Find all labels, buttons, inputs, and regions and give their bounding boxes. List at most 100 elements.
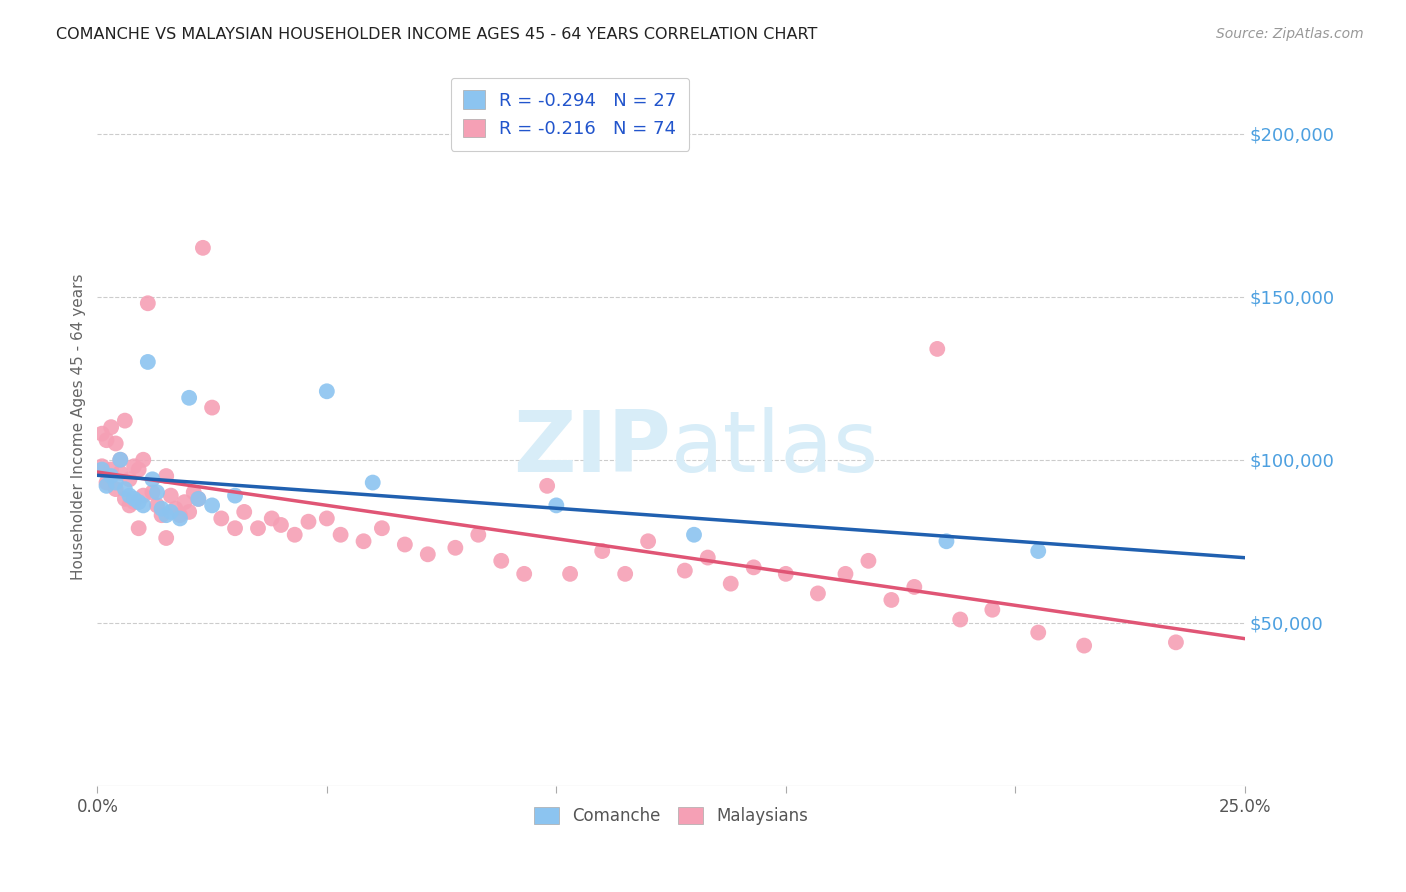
Point	[179, 391, 201, 405]
Point	[155, 508, 177, 523]
Point	[394, 537, 416, 551]
Point	[775, 566, 797, 581]
Point	[91, 426, 114, 441]
Point	[807, 586, 830, 600]
Point	[122, 459, 145, 474]
Point	[546, 499, 568, 513]
Text: atlas: atlas	[671, 407, 879, 491]
Point	[315, 511, 337, 525]
Point	[110, 466, 132, 480]
Point	[491, 554, 513, 568]
Point	[110, 452, 132, 467]
Point	[209, 511, 232, 525]
Point	[136, 296, 159, 310]
Point	[128, 521, 150, 535]
Point	[118, 489, 141, 503]
Point	[150, 501, 173, 516]
Point	[96, 479, 118, 493]
Point	[858, 554, 880, 568]
Point	[742, 560, 765, 574]
Point	[159, 489, 181, 503]
Point	[949, 613, 972, 627]
Point	[114, 491, 136, 506]
Point	[183, 485, 205, 500]
Point	[981, 603, 1004, 617]
Point	[270, 518, 292, 533]
Point	[100, 462, 122, 476]
Point	[637, 534, 659, 549]
Point	[155, 531, 177, 545]
Point	[128, 462, 150, 476]
Point	[591, 544, 613, 558]
Point	[132, 489, 155, 503]
Point	[187, 491, 209, 506]
Point	[201, 499, 224, 513]
Point	[284, 527, 307, 541]
Point	[141, 485, 163, 500]
Point	[169, 511, 191, 525]
Point	[1026, 544, 1049, 558]
Point	[96, 433, 118, 447]
Point	[246, 521, 269, 535]
Text: ZIP: ZIP	[513, 407, 671, 491]
Point	[179, 505, 201, 519]
Point	[114, 414, 136, 428]
Point	[146, 499, 169, 513]
Point	[141, 472, 163, 486]
Point	[315, 384, 337, 399]
Point	[1164, 635, 1187, 649]
Point	[91, 459, 114, 474]
Point	[927, 342, 949, 356]
Point	[132, 452, 155, 467]
Point	[361, 475, 384, 490]
Point	[96, 475, 118, 490]
Point	[558, 566, 581, 581]
Point	[118, 472, 141, 486]
Point	[834, 566, 856, 581]
Point	[136, 355, 159, 369]
Point	[122, 491, 145, 506]
Point	[224, 521, 246, 535]
Point	[122, 495, 145, 509]
Point	[416, 547, 439, 561]
Point	[146, 485, 169, 500]
Point	[513, 566, 536, 581]
Point	[353, 534, 375, 549]
Point	[128, 495, 150, 509]
Point	[297, 515, 319, 529]
Point	[371, 521, 394, 535]
Point	[100, 420, 122, 434]
Point	[104, 436, 127, 450]
Point	[260, 511, 283, 525]
Point	[159, 505, 181, 519]
Point	[444, 541, 467, 555]
Point	[1026, 625, 1049, 640]
Text: Source: ZipAtlas.com: Source: ZipAtlas.com	[1216, 27, 1364, 41]
Point	[191, 241, 214, 255]
Point	[536, 479, 558, 493]
Point	[118, 499, 141, 513]
Point	[150, 508, 173, 523]
Point	[114, 482, 136, 496]
Point	[467, 527, 489, 541]
Point	[224, 489, 246, 503]
Point	[91, 462, 114, 476]
Point	[173, 495, 195, 509]
Point	[132, 499, 155, 513]
Point	[100, 469, 122, 483]
Point	[169, 508, 191, 523]
Text: COMANCHE VS MALAYSIAN HOUSEHOLDER INCOME AGES 45 - 64 YEARS CORRELATION CHART: COMANCHE VS MALAYSIAN HOUSEHOLDER INCOME…	[56, 27, 818, 42]
Point	[110, 452, 132, 467]
Point	[155, 469, 177, 483]
Y-axis label: Householder Income Ages 45 - 64 years: Householder Income Ages 45 - 64 years	[72, 274, 86, 581]
Point	[935, 534, 957, 549]
Point	[673, 564, 696, 578]
Point	[683, 527, 706, 541]
Point	[187, 491, 209, 506]
Legend: Comanche, Malaysians: Comanche, Malaysians	[524, 797, 818, 835]
Point	[329, 527, 352, 541]
Point	[104, 475, 127, 490]
Point	[104, 482, 127, 496]
Point	[720, 576, 742, 591]
Point	[880, 593, 903, 607]
